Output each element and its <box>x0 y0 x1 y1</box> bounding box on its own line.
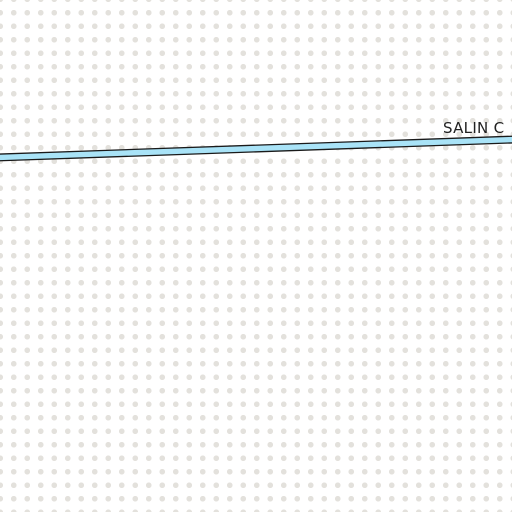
road-fill <box>0 136 512 161</box>
road-label: SALIN C <box>443 119 505 137</box>
